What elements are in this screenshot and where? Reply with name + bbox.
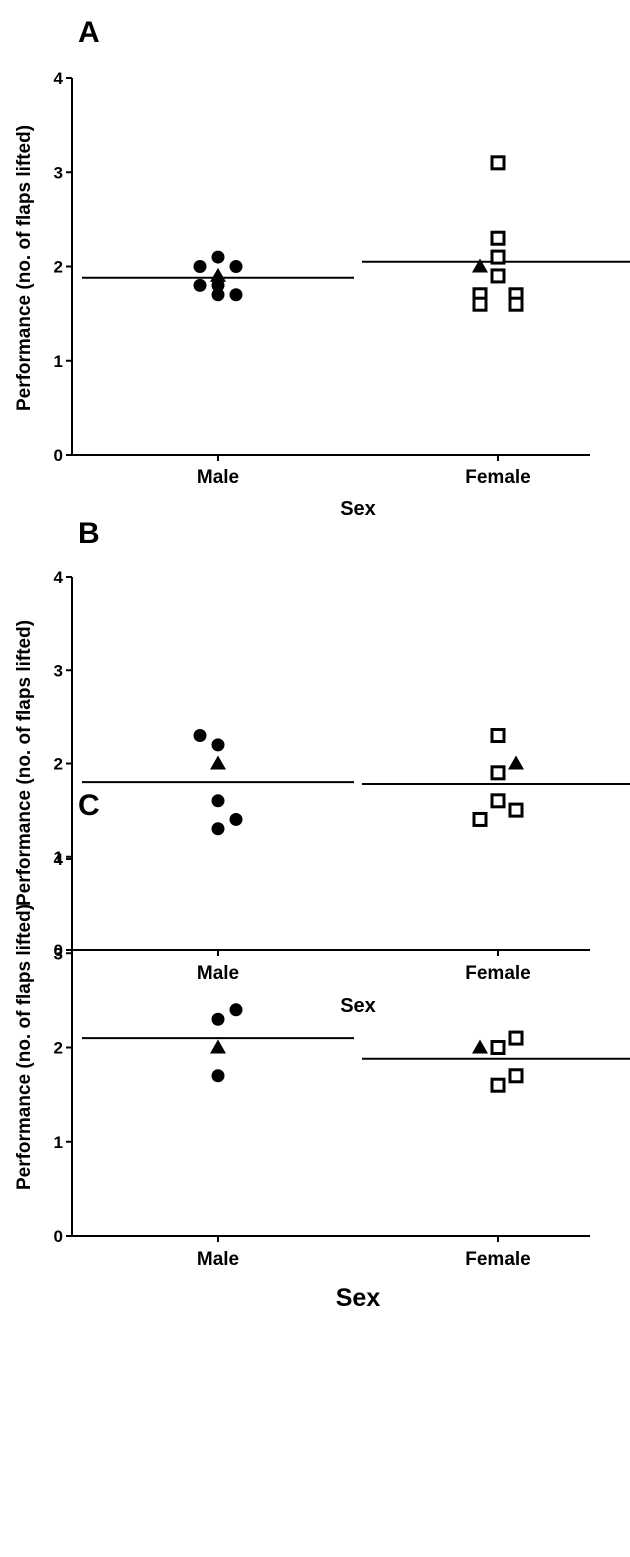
data-point-triangle	[508, 755, 524, 770]
data-point-circle	[211, 288, 225, 302]
data-point-circle	[211, 278, 225, 292]
y-tick-label: 4	[54, 568, 64, 587]
data-point-square	[490, 1040, 506, 1055]
data-point-circle	[211, 794, 225, 808]
panel-label: A	[78, 16, 100, 49]
x-tick-label: Female	[465, 963, 530, 984]
data-point-square	[508, 1068, 524, 1084]
data-point-circle	[193, 729, 207, 743]
y-tick-label: 3	[54, 163, 63, 182]
y-tick-label: 4	[54, 69, 64, 88]
data-point-square	[472, 811, 488, 827]
y-tick-label: 0	[54, 941, 63, 960]
y-tick-label: 2	[54, 755, 63, 774]
data-point-circle	[229, 1003, 243, 1017]
y-tick-label: 3	[54, 944, 63, 963]
y-tick-label: 2	[54, 258, 63, 277]
data-point-square	[490, 155, 506, 171]
y-tick-label: 0	[54, 1227, 63, 1246]
data-point-triangle	[472, 1039, 488, 1054]
data-point-square	[490, 793, 506, 809]
y-tick-label: 3	[54, 661, 63, 680]
data-point-triangle	[210, 267, 226, 282]
data-point-square	[490, 765, 506, 781]
y-tick-label: 4	[54, 850, 64, 869]
data-point-circle	[229, 260, 243, 273]
x-axis-title: Sex	[340, 498, 376, 520]
x-axis-title: Sex	[340, 995, 376, 1017]
x-axis-title: Sex	[336, 1284, 381, 1312]
y-tick-label: 1	[54, 848, 63, 867]
data-point-square	[490, 728, 506, 744]
y-tick-label: 1	[54, 1133, 63, 1152]
data-point-circle	[211, 738, 225, 752]
data-point-square	[508, 296, 524, 312]
data-point-circle	[229, 812, 243, 826]
data-point-circle	[211, 1012, 225, 1026]
panel-label: B	[78, 517, 100, 550]
data-point-square	[508, 1030, 524, 1046]
x-tick-label: Male	[197, 963, 239, 984]
data-point-triangle	[472, 258, 488, 273]
data-point-square	[472, 296, 488, 312]
x-tick-label: Female	[465, 467, 530, 488]
x-tick-label: Female	[465, 1249, 530, 1270]
x-tick-label: Male	[197, 467, 239, 488]
data-point-circle	[193, 260, 207, 273]
data-point-square	[508, 802, 524, 818]
data-point-square	[490, 230, 506, 246]
data-point-circle	[211, 250, 225, 264]
data-point-circle	[193, 278, 207, 292]
data-point-square	[490, 249, 506, 265]
data-point-triangle	[210, 755, 226, 770]
x-tick-label: Male	[197, 1249, 239, 1270]
y-tick-label: 2	[54, 1039, 63, 1058]
y-tick-label: 1	[54, 352, 63, 371]
data-point-circle	[211, 822, 225, 836]
y-axis-title: Performance (no. of flaps lifted)	[14, 620, 35, 906]
y-axis-title: Performance (no. of flaps lifted)	[14, 904, 35, 1190]
panel-label: C	[78, 789, 100, 822]
y-axis-title: Performance (no. of flaps lifted)	[14, 125, 35, 411]
data-point-circle	[229, 288, 243, 302]
data-point-triangle	[210, 1039, 226, 1054]
data-point-circle	[211, 1069, 225, 1083]
y-tick-label: 0	[54, 446, 63, 465]
data-point-square	[490, 1077, 506, 1093]
data-point-square	[490, 268, 506, 284]
